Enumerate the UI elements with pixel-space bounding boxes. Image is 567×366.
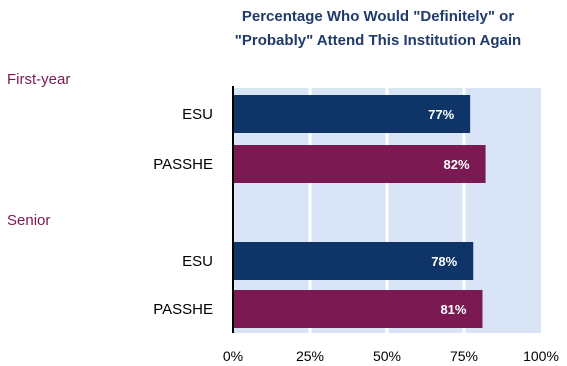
category-label: ESU xyxy=(182,253,213,270)
bar xyxy=(233,145,486,183)
category-label: PASSHE xyxy=(153,301,213,318)
bar xyxy=(233,290,483,328)
data-label: 78% xyxy=(431,254,457,269)
x-tick-label: 50% xyxy=(373,348,401,364)
group-label: Senior xyxy=(7,212,50,229)
category-label: PASSHE xyxy=(153,156,213,173)
chart-title-line-2: "Probably" Attend This Institution Again xyxy=(235,32,521,49)
x-tick-label: 100% xyxy=(523,348,559,364)
x-tick-label: 25% xyxy=(296,348,324,364)
x-tick-label: 0% xyxy=(223,348,243,364)
data-label: 82% xyxy=(444,157,470,172)
bar xyxy=(233,242,474,280)
category-label: ESU xyxy=(182,106,213,123)
x-tick-label: 75% xyxy=(450,348,478,364)
chart-title-line-1: Percentage Who Would "Definitely" or xyxy=(242,8,514,25)
chart-title: Percentage Who Would "Definitely" or "Pr… xyxy=(235,8,521,49)
plot-area: 0% 25% 50% 75% 100% First-year ESU 77% PASSHE 82%… xyxy=(7,71,559,364)
data-label: 77% xyxy=(428,107,454,122)
bar xyxy=(233,95,471,133)
data-label: 81% xyxy=(440,302,466,317)
group-label: First-year xyxy=(7,71,70,88)
